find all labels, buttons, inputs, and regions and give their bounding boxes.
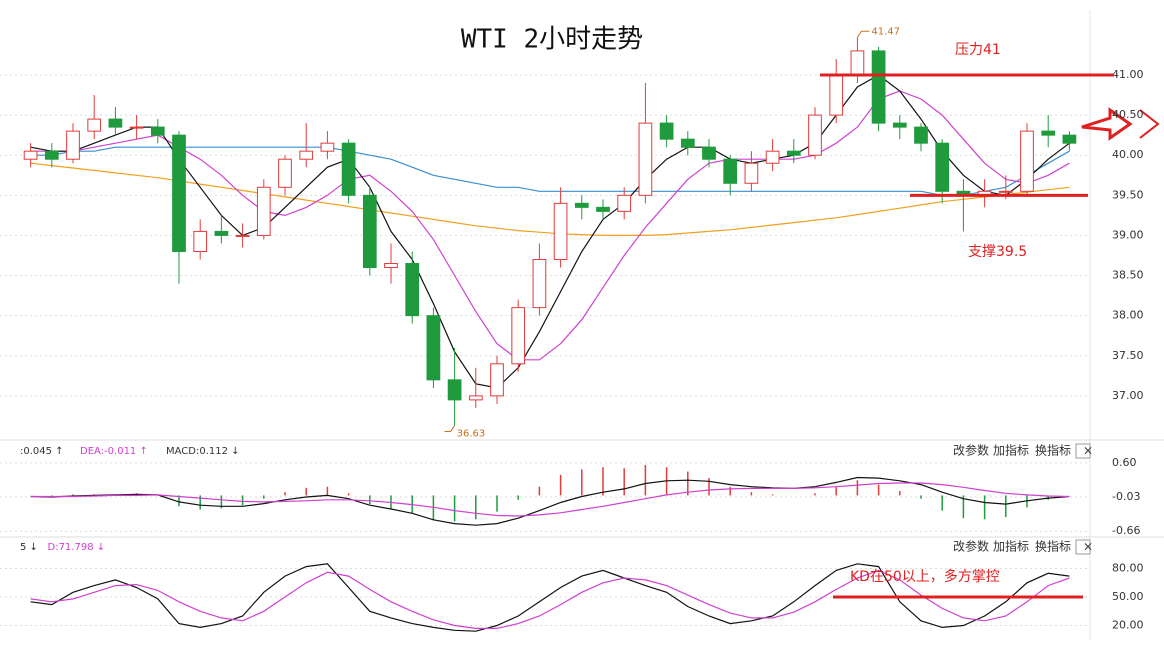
candle-body [23,150,38,160]
candle-body [468,395,483,401]
level-label: KD在50以上，多方掌控 [850,568,1000,585]
annotation-pointer [856,30,870,38]
candle-body [532,258,547,309]
candle-body [765,150,780,164]
candle-body [850,50,865,76]
toolbar-button[interactable]: × [1083,540,1093,554]
candle-body [490,363,504,397]
candle-body [574,202,589,208]
candle-body [871,50,886,124]
y-tick-label: 39.50 [1112,188,1144,201]
candle-body [193,230,208,252]
indicator-line [30,74,1070,389]
toolbar-button[interactable]: 加指标 [993,539,1029,554]
candle-body [659,122,674,140]
candle-body [384,263,398,269]
indicator-header: D:71.798 ↓ [48,542,106,553]
high-label: 41.47 [871,26,900,37]
chart-title: WTI 2小时走势 [461,25,643,55]
indicator-line [30,90,1070,361]
candle-body [744,162,759,184]
y-tick-label: 37.50 [1112,349,1144,362]
toolbar-button[interactable]: 改参数 [953,539,989,554]
candle-body [829,74,844,116]
candle-body [892,122,907,128]
candle-body [172,134,186,252]
indicator-header: DEA:-0.011 ↑ [80,446,148,457]
toolbar-button[interactable]: × [1083,444,1093,458]
candle-body [108,118,123,128]
candle-body [596,206,610,212]
candle-body [256,186,271,236]
y-tick-label: 40.00 [1112,148,1144,161]
candle-body [66,130,80,160]
candle-body [405,263,420,317]
y-tick-label: 41.00 [1112,68,1144,81]
candle-body [150,126,165,136]
y-tick-label: 20.00 [1112,619,1144,632]
candle-body [129,126,144,129]
candle-body [426,315,441,381]
candle-body [617,194,632,212]
level-label: 支撑39.5 [968,244,1027,260]
candle-body [214,230,229,236]
y-tick-label: 80.00 [1112,562,1144,575]
candle-body [998,190,1013,193]
candle-body [87,118,102,132]
candle-body [299,150,314,160]
toolbar-button[interactable]: 换指标 [1035,539,1071,554]
toolbar-button[interactable]: 改参数 [953,443,989,458]
candle-body [1020,130,1034,192]
candle-body [553,202,568,260]
candle-body [1062,134,1077,144]
indicator-line [30,476,1070,526]
y-tick-label: -0.66 [1112,524,1140,537]
candle-body [341,142,356,196]
candle-body [44,150,59,160]
candle-body [1041,130,1056,136]
y-tick-label: 50.00 [1112,590,1144,603]
y-tick-label: -0.03 [1112,490,1140,503]
candle-body [235,234,250,237]
toolbar-button[interactable]: 加指标 [993,443,1029,458]
candle-body [320,142,335,152]
indicator-header: :0.045 ↑ [20,446,64,457]
indicator-line [30,569,1070,629]
candle-body [786,150,801,156]
candle-body [808,114,822,156]
indicator-header: 5 ↓ [20,542,38,553]
indicator-line [30,162,1070,236]
arrow-icon [1081,107,1133,141]
candle-body [638,122,653,196]
y-tick-label: 38.50 [1112,269,1144,282]
low-label: 36.63 [457,429,486,440]
candle-body [511,307,526,365]
y-tick-label: 37.00 [1112,389,1144,402]
candle-body [278,158,292,188]
y-tick-label: 38.00 [1112,309,1144,322]
candle-body [914,126,928,144]
candle-body [680,138,695,148]
indicator-header: MACD:0.112 ↓ [166,446,240,457]
candle-body [362,194,377,269]
close-box[interactable] [1075,443,1091,459]
annotation-pointer [444,425,456,433]
candle-body [702,146,716,160]
y-tick-label: 0.60 [1112,456,1137,469]
close-box[interactable] [1075,539,1091,555]
level-label: 压力41 [955,42,1001,58]
y-tick-label: 40.50 [1112,108,1144,121]
toolbar-button[interactable]: 换指标 [1035,443,1071,458]
arrow-icon [1139,109,1160,139]
candle-body [447,379,462,401]
candle-body [935,142,950,192]
indicator-line [30,146,1070,196]
y-tick-label: 39.00 [1112,228,1144,241]
candle-body [723,158,738,184]
indicator-line [30,482,1070,517]
